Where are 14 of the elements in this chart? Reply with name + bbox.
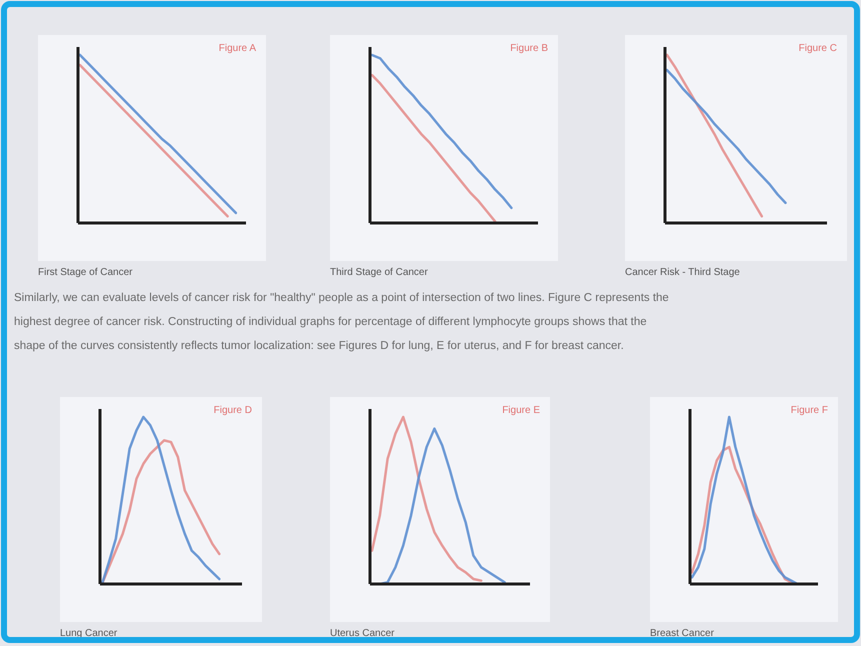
chart-title: Figure C	[798, 43, 837, 54]
text: Uterus Cancer	[330, 628, 396, 639]
text: Similarly, we can evaluate levels of cancer risk for "healthy" people as a point of intersection of two lines. Figure C represents the	[14, 292, 669, 304]
chart-title: Figure D	[214, 405, 252, 416]
text: highest degree of cancer risk. Constructing of individual graphs for percentage of different lymphocyte groups shows that the	[14, 316, 647, 328]
chart-title: Figure B	[510, 43, 548, 54]
text: Cancer Risk - Third Stage	[625, 267, 740, 278]
text: Third Stage of Cancer	[330, 267, 428, 278]
text: Breast Cancer	[650, 628, 715, 639]
chart-title: Figure A	[218, 43, 256, 54]
chart-title: Figure F	[790, 405, 828, 416]
text: First Stage of Cancer	[38, 267, 134, 278]
chart-title: Figure E	[502, 405, 540, 416]
text: shape of the curves consistently reflects tumor localization: see Figures D for lung, E for uterus, and F for breast cancer.	[14, 340, 624, 352]
